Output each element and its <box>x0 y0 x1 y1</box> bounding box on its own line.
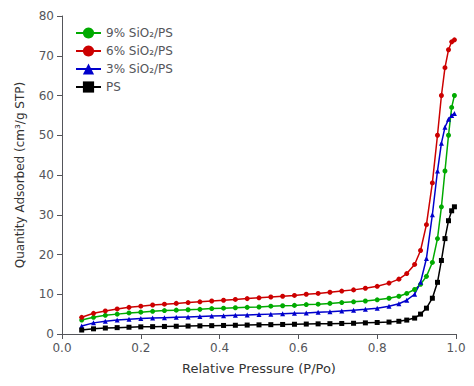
svg-text:PS: PS <box>106 80 121 94</box>
svg-text:6% SiO₂/PS: 6% SiO₂/PS <box>106 44 173 58</box>
svg-text:10: 10 <box>39 287 54 301</box>
svg-text:3% SiO₂/PS: 3% SiO₂/PS <box>106 62 173 76</box>
svg-text:0.6: 0.6 <box>289 341 308 355</box>
svg-text:1.0: 1.0 <box>446 341 465 355</box>
svg-text:0.0: 0.0 <box>52 341 71 355</box>
svg-text:9% SiO₂/PS: 9% SiO₂/PS <box>106 26 173 40</box>
svg-text:0: 0 <box>46 327 54 341</box>
svg-text:70: 70 <box>39 49 54 63</box>
svg-text:Quantity Adsorbed (cm³/g STP): Quantity Adsorbed (cm³/g STP) <box>13 82 27 268</box>
svg-text:Relative Pressure (P/Po): Relative Pressure (P/Po) <box>182 361 336 376</box>
svg-text:0.8: 0.8 <box>368 341 387 355</box>
svg-text:30: 30 <box>39 208 54 222</box>
svg-text:60: 60 <box>39 89 54 103</box>
svg-text:20: 20 <box>39 248 54 262</box>
svg-text:50: 50 <box>39 128 54 142</box>
svg-text:0.4: 0.4 <box>210 341 229 355</box>
svg-text:80: 80 <box>39 9 54 23</box>
svg-text:0.2: 0.2 <box>131 341 150 355</box>
svg-text:40: 40 <box>39 168 54 182</box>
